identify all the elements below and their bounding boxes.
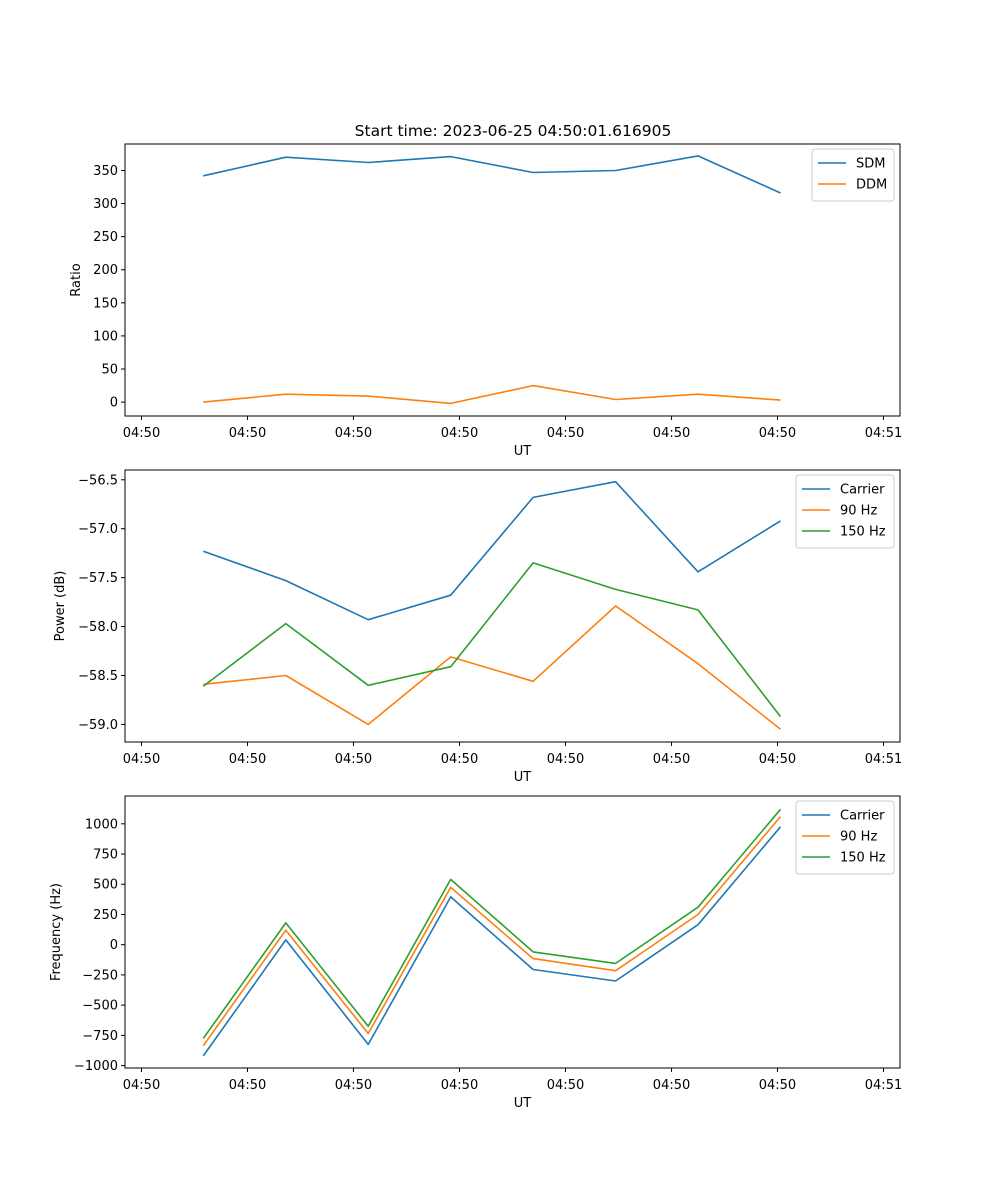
- x-tick-label: 04:50: [441, 752, 478, 767]
- legend-frame: [811, 148, 895, 202]
- y-tick-label: 200: [93, 263, 118, 278]
- legend-frame: [795, 800, 895, 875]
- y-tick-label: 50: [101, 363, 118, 378]
- y-tick-label: 250: [93, 908, 118, 923]
- series-line-90-hz: [203, 605, 781, 730]
- x-tick-label: 04:50: [335, 426, 372, 441]
- chart-title: Start time: 2023-06-25 04:50:01.616905: [355, 122, 672, 140]
- y-tick-label: −58.5: [78, 669, 118, 684]
- x-tick-label: 04:50: [123, 752, 160, 767]
- y-tick-label: 750: [93, 848, 118, 863]
- x-tick-label: 04:50: [229, 426, 266, 441]
- y-tick-label: 300: [93, 197, 118, 212]
- x-axis-label: UT: [514, 444, 532, 459]
- x-tick-label: 04:50: [653, 752, 690, 767]
- y-tick-label: −58.0: [78, 620, 118, 635]
- legend-label: DDM: [856, 178, 887, 193]
- series-line-carrier: [203, 480, 781, 621]
- x-tick-label: 04:50: [229, 1078, 266, 1093]
- series-line-sdm: [203, 155, 781, 194]
- x-tick-label: 04:50: [759, 1078, 796, 1093]
- x-tick-label: 04:50: [653, 426, 690, 441]
- x-tick-label: 04:51: [865, 426, 902, 441]
- y-axis-label: Frequency (Hz): [49, 883, 64, 981]
- series-line-90-hz: [202, 816, 782, 1047]
- x-tick-label: 04:50: [123, 1078, 160, 1093]
- y-tick-label: −1000: [74, 1059, 118, 1074]
- legend-label: Carrier: [840, 809, 885, 824]
- series-line-ddm: [203, 384, 781, 405]
- x-tick-label: 04:51: [865, 752, 902, 767]
- x-tick-label: 04:50: [759, 426, 796, 441]
- y-tick-label: 150: [93, 296, 118, 311]
- axes-frame: [124, 795, 901, 1069]
- legend-label: 150 Hz: [840, 851, 886, 866]
- series-line-150-hz: [202, 808, 782, 1039]
- y-tick-label: −57.5: [78, 571, 118, 586]
- y-tick-label: 100: [93, 329, 118, 344]
- x-tick-label: 04:50: [229, 752, 266, 767]
- y-tick-label: 1000: [85, 817, 118, 832]
- x-tick-label: 04:50: [335, 752, 372, 767]
- legend-frame: [795, 474, 895, 549]
- x-tick-label: 04:50: [335, 1078, 372, 1093]
- legend: Carrier 90 Hz 150 Hz: [795, 474, 895, 549]
- legend-label: 90 Hz: [840, 504, 877, 519]
- x-tick-label: 04:50: [653, 1078, 690, 1093]
- axes-frame: [124, 469, 901, 743]
- y-tick-label: −750: [82, 1029, 118, 1044]
- x-tick-label: 04:50: [441, 1078, 478, 1093]
- y-tick-label: −59.0: [78, 718, 118, 733]
- axes-frame: [124, 143, 901, 417]
- subplot-2: 04:50 04:50 04:50 04:50 04:50 04:50 04:50 04:51…: [53, 469, 902, 785]
- x-tick-label: 04:50: [547, 752, 584, 767]
- series-line-150-hz: [202, 562, 782, 718]
- subplot-3: 04:50 04:50 04:50 04:50 04:50 04:50 04:50 04:51…: [49, 795, 902, 1111]
- y-tick-label: −56.5: [78, 473, 118, 488]
- y-tick-label: 250: [93, 230, 118, 245]
- legend: Carrier 90 Hz 150 Hz: [795, 800, 895, 875]
- legend-label: SDM: [856, 157, 885, 172]
- y-tick-label: 0: [110, 938, 118, 953]
- x-tick-label: 04:50: [441, 426, 478, 441]
- y-axis-label: Ratio: [69, 263, 84, 296]
- x-axis-label: UT: [514, 1096, 532, 1111]
- x-tick-label: 04:50: [759, 752, 796, 767]
- legend-label: 150 Hz: [840, 525, 886, 540]
- y-tick-label: −250: [82, 968, 118, 983]
- x-axis-label: UT: [514, 770, 532, 785]
- subplot-1: 04:50 04:50 04:50 04:50 04:50 04:50 04:50 04:51…: [69, 143, 902, 459]
- y-tick-label: 0: [110, 396, 118, 411]
- legend: SDM DDM: [811, 148, 895, 202]
- legend-label: 90 Hz: [840, 830, 877, 845]
- y-tick-label: −500: [82, 999, 118, 1014]
- y-tick-label: 500: [93, 878, 118, 893]
- series-line-carrier: [202, 826, 782, 1057]
- legend-label: Carrier: [840, 483, 885, 498]
- y-axis-label: Power (dB): [53, 571, 68, 642]
- x-tick-label: 04:51: [865, 1078, 902, 1093]
- x-tick-label: 04:50: [547, 1078, 584, 1093]
- x-tick-label: 04:50: [547, 426, 584, 441]
- y-tick-label: 350: [93, 164, 118, 179]
- y-tick-label: −57.0: [78, 522, 118, 537]
- x-tick-label: 04:50: [123, 426, 160, 441]
